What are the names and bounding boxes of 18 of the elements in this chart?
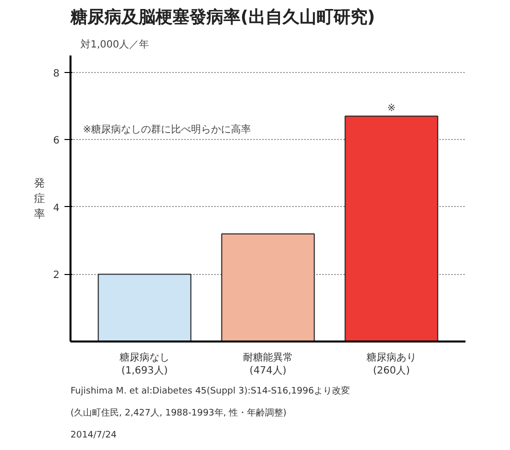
chart-title: 糖尿病及脳梗塞發病率(出自久山町研究) [70,8,376,28]
x-tick-label: 耐糖能異常 (474人) [243,352,293,377]
y-tick-label: 6 [53,136,60,147]
bar [344,116,438,342]
text: (久山町住民, 2,427人, 1988-1993年, 性・年齢調整) [70,408,287,418]
bar [221,233,315,342]
y-tick-label: 2 [53,270,60,282]
x-tick-label: 糖尿病あり (260人) [366,352,416,377]
bar [98,274,192,342]
annotation: ※糖尿病なしの群に比べ明らかに高率 [82,124,252,136]
annotation: ※ [387,103,396,114]
text: 対1,000人／年 [80,38,150,50]
y-tick-label: 4 [53,202,60,214]
text: 2014/7/24 [70,430,117,440]
y-axis-title: 発症率 [34,176,46,221]
x-tick-label: 糖尿病なし (1,693人) [120,352,170,377]
y-tick-label: 8 [53,68,60,80]
text: Fujishima M. et al:Diabetes 45(Suppl 3):S14-S16,1996より改変 [70,386,350,396]
